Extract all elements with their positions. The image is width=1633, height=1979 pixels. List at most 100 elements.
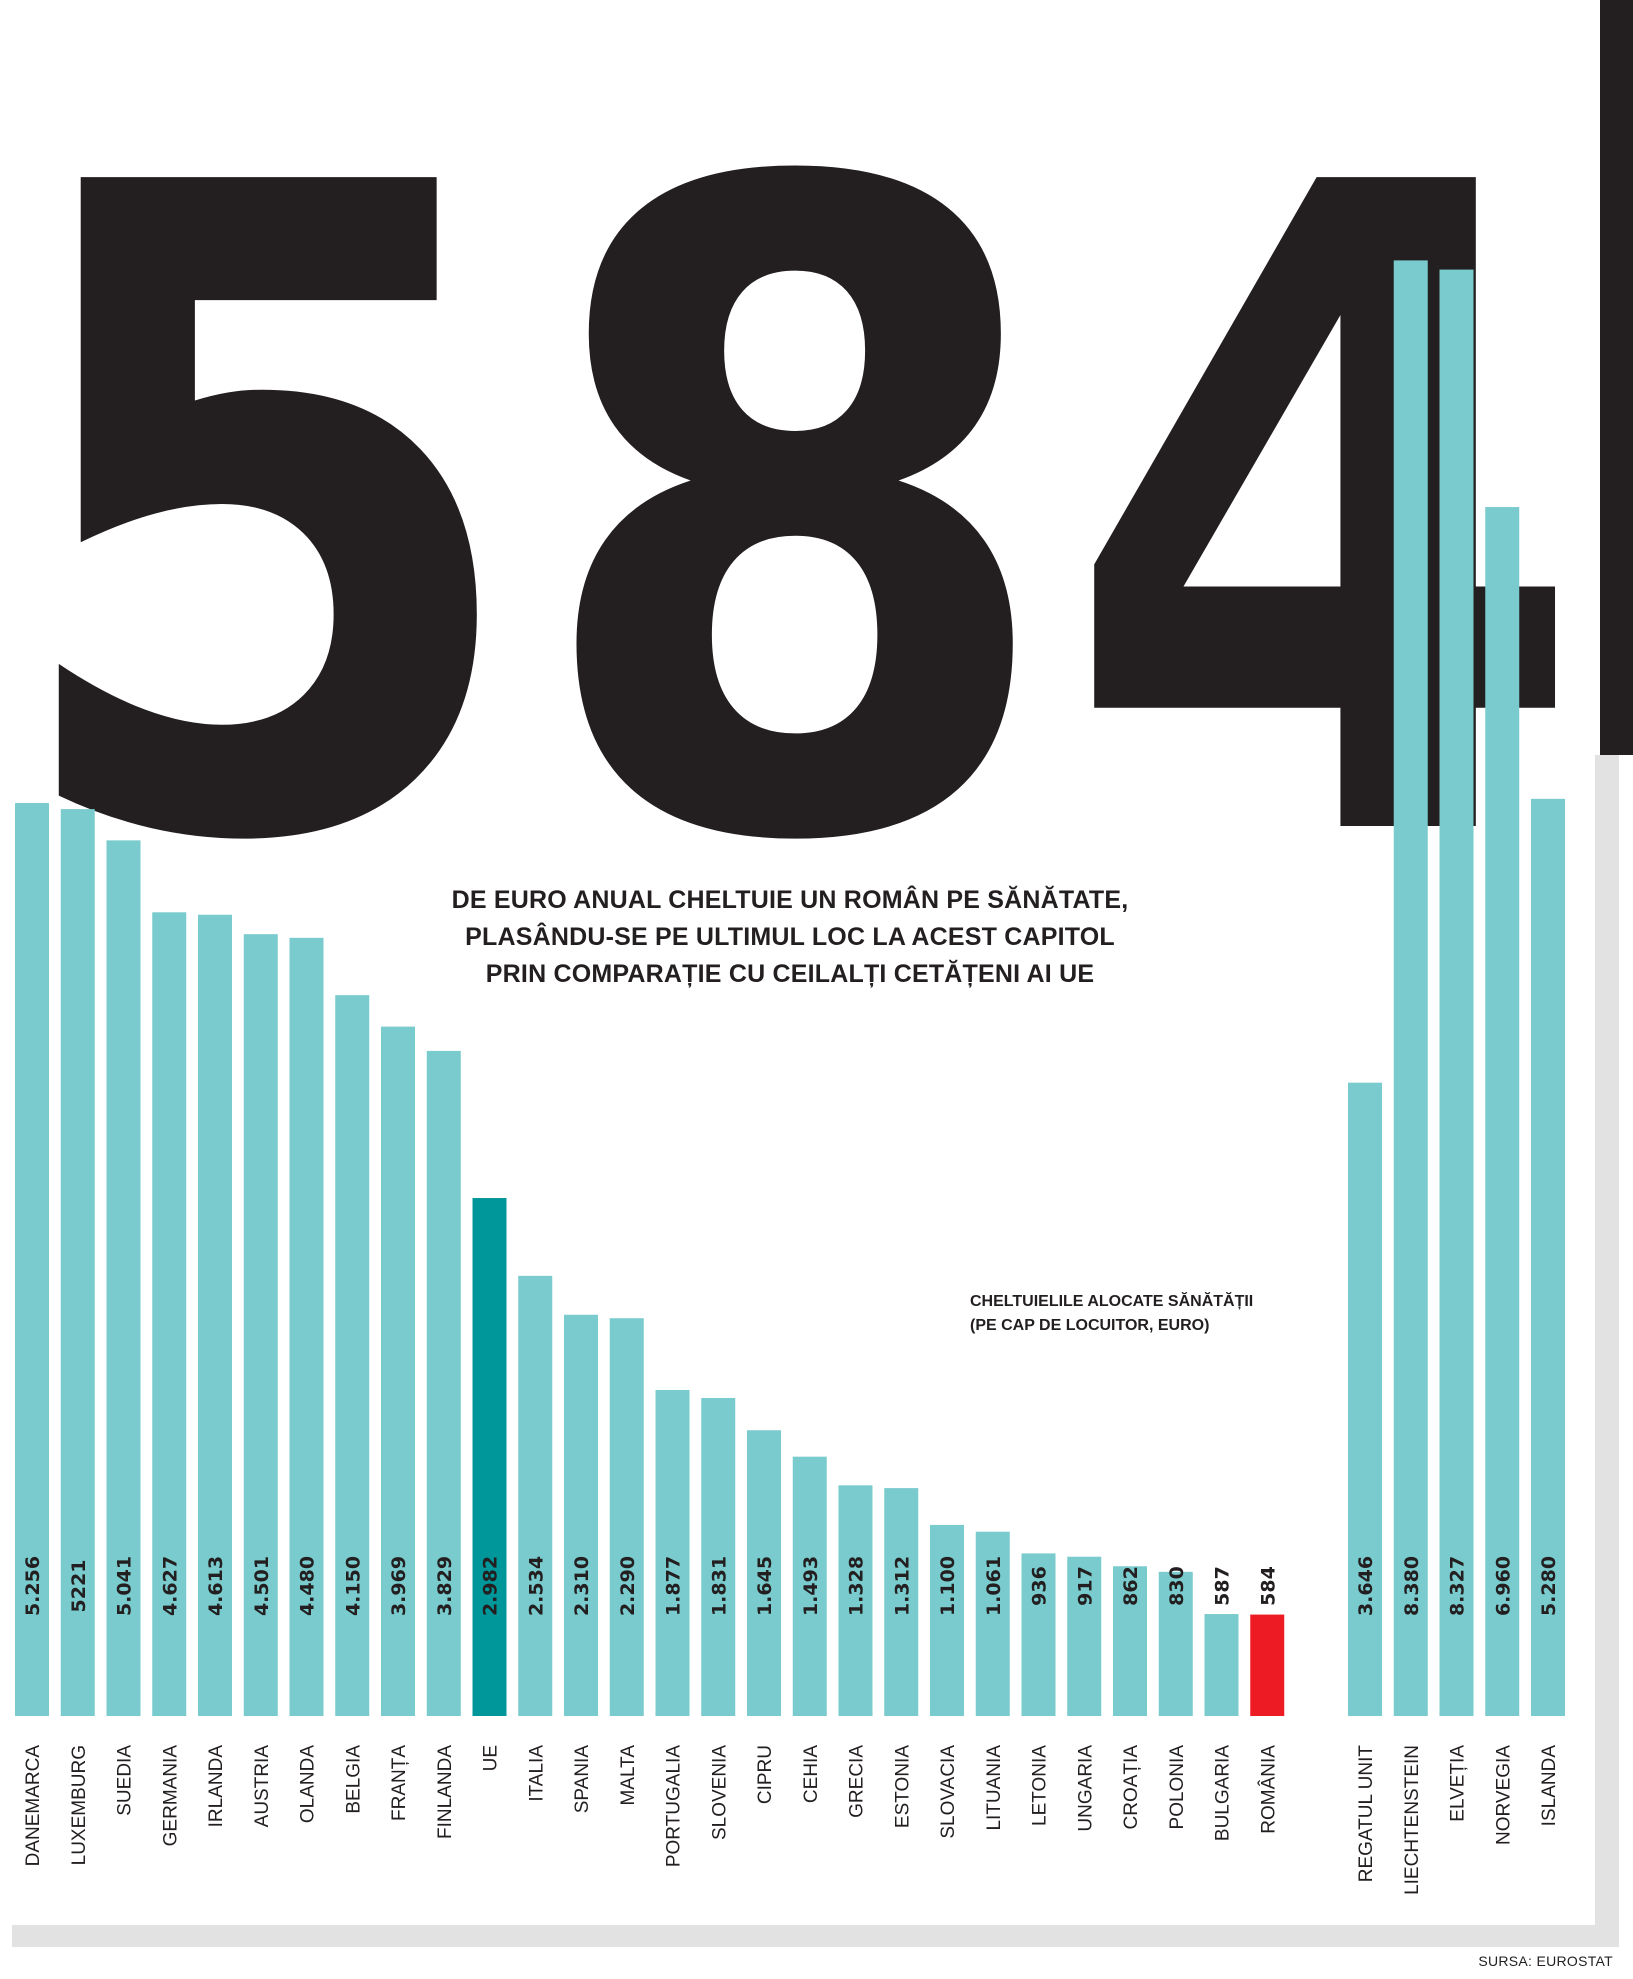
bar-lituania [975, 1531, 1010, 1716]
category-label-liechtenstein: LIECHTENSTEIN [1402, 1745, 1423, 1895]
value-label-austria: 4.501 [251, 1556, 273, 1616]
category-label-italia: ITALIA [526, 1745, 547, 1802]
legend-unit: (PE CAP DE LOCUITOR, EURO) [970, 1317, 1210, 1334]
bar-luxemburg [60, 809, 95, 1716]
source-note: SURSA: EUROSTAT [1478, 1953, 1613, 1969]
category-label-luxemburg: LUXEMBURG [69, 1745, 90, 1865]
category-label-slovenia: SLOVENIA [709, 1745, 730, 1840]
value-label-lituania: 1.061 [983, 1556, 1005, 1616]
value-label-suedia: 5.041 [114, 1556, 136, 1616]
bar-irlanda [198, 914, 232, 1716]
card-shadow-right [1595, 755, 1619, 1925]
category-label-bulgaria: BULGARIA [1213, 1745, 1234, 1841]
category-label-slovacia: SLOVACIA [938, 1745, 959, 1839]
bar-elvetia [1439, 269, 1474, 1716]
bar-finlanda [426, 1050, 461, 1716]
category-label-belgia: BELGIA [343, 1745, 364, 1814]
category-label-regatul-unit: REGATUL UNIT [1356, 1745, 1377, 1883]
value-label-polonia: 830 [1166, 1566, 1188, 1606]
value-labels-group: 5.256 5221 5.041 4.627 4.613 4.501 4.480 4.150 3… [22, 1556, 1560, 1616]
value-label-bulgaria: 587 [1212, 1566, 1234, 1606]
value-label-olanda: 4.480 [297, 1556, 319, 1616]
value-label-croatia: 862 [1120, 1566, 1142, 1606]
category-label-portugalia: PORTUGALIA [664, 1745, 685, 1867]
category-label-danemarca: DANEMARCA [23, 1745, 44, 1867]
value-label-cipru: 1.645 [754, 1556, 776, 1616]
bar-ue [472, 1198, 507, 1716]
bar-norvegia [1485, 507, 1520, 1717]
bar-ungaria [1067, 1556, 1102, 1716]
category-label-spania: SPANIA [572, 1745, 593, 1814]
bar-belgia [335, 995, 370, 1716]
dark-edge-strip [1600, 0, 1633, 755]
headline-text: DE EURO ANUAL CHELTUIE UN ROMÂN PE SĂNĂT… [451, 886, 1129, 988]
legend-title: CHELTUIELILE ALOCATE SĂNĂTĂȚII [970, 1293, 1254, 1310]
value-label-franta: 3.969 [388, 1556, 410, 1616]
value-label-romania: 584 [1257, 1566, 1279, 1606]
category-label-elvetia: ELVEȚIA [1448, 1745, 1469, 1822]
value-label-danemarca: 5.256 [22, 1556, 44, 1616]
value-label-belgia: 4.150 [342, 1556, 364, 1616]
value-label-italia: 2.534 [525, 1556, 547, 1616]
category-label-polonia: POLONIA [1167, 1745, 1188, 1830]
bar-italia [518, 1275, 553, 1716]
bar-regatul-unit [1348, 1082, 1382, 1716]
category-label-olanda: OLANDA [298, 1745, 319, 1823]
category-label-norvegia: NORVEGIA [1493, 1745, 1514, 1845]
bar-slovenia [701, 1397, 736, 1716]
category-label-cehia: CEHIA [801, 1745, 822, 1803]
bar-liechtenstein [1393, 260, 1428, 1716]
value-label-malta: 2.290 [617, 1556, 639, 1616]
value-label-irlanda: 4.613 [205, 1556, 227, 1616]
value-label-slovenia: 1.831 [708, 1556, 730, 1616]
bar-islanda [1531, 798, 1565, 1716]
category-label-ue: UE [481, 1745, 502, 1771]
card-shadow-bottom [12, 1925, 1619, 1947]
bar-olanda [289, 937, 324, 1716]
bar-bulgaria [1204, 1614, 1239, 1716]
chart-legend: CHELTUIELILE ALOCATE SĂNĂTĂȚII (PE CAP D… [970, 1290, 1330, 1338]
category-label-croatia: CROAȚIA [1121, 1745, 1142, 1830]
bar-slovacia [930, 1524, 964, 1716]
category-label-malta: MALTA [618, 1745, 639, 1806]
bar-austria [243, 934, 278, 1716]
value-label-germania: 4.627 [159, 1556, 181, 1616]
value-label-elvetia: 8.327 [1447, 1556, 1469, 1616]
value-label-norvegia: 6.960 [1492, 1556, 1514, 1616]
value-label-spania: 2.310 [571, 1556, 593, 1616]
value-label-ungaria: 917 [1074, 1566, 1096, 1606]
category-label-grecia: GRECIA [847, 1745, 868, 1818]
value-label-liechtenstein: 8.380 [1401, 1556, 1423, 1616]
value-label-luxemburg: 5221 [68, 1560, 90, 1613]
category-label-irlanda: IRLANDA [206, 1745, 227, 1828]
value-label-regatul-unit: 3.646 [1355, 1556, 1377, 1616]
bar-estonia [884, 1488, 919, 1716]
category-label-suedia: SUEDIA [115, 1745, 136, 1816]
value-label-finlanda: 3.829 [434, 1556, 456, 1616]
bar-cipru [747, 1430, 781, 1716]
headline-number: 584 [0, 0, 1590, 1036]
bar-grecia [838, 1485, 873, 1716]
bar-malta [609, 1318, 644, 1716]
value-label-slovacia: 1.100 [937, 1556, 959, 1616]
category-label-romania: ROMÂNIA [1257, 1745, 1279, 1834]
value-label-islanda: 5.280 [1538, 1556, 1560, 1616]
bars-group [15, 260, 1565, 1717]
bar-cehia [792, 1456, 827, 1716]
bar-romania [1250, 1614, 1285, 1716]
category-label-finlanda: FINLANDA [435, 1745, 456, 1839]
bar-suedia [106, 840, 141, 1716]
category-label-franta: FRANȚA [389, 1745, 410, 1821]
category-label-estonia: ESTONIA [892, 1745, 913, 1828]
value-label-grecia: 1.328 [846, 1556, 868, 1616]
bar-letonia [1021, 1553, 1056, 1716]
value-label-portugalia: 1.877 [663, 1556, 685, 1616]
category-label-islanda: ISLANDA [1539, 1745, 1560, 1827]
category-label-austria: AUSTRIA [252, 1745, 273, 1828]
category-labels-group: DANEMARCA LUXEMBURG SUEDIA GERMANIA IRLANDA A… [23, 1745, 1560, 1895]
bar-portugalia [655, 1389, 690, 1716]
bar-germania [152, 912, 187, 1716]
bar-danemarca [15, 803, 49, 1716]
bar-croatia [1113, 1566, 1147, 1716]
